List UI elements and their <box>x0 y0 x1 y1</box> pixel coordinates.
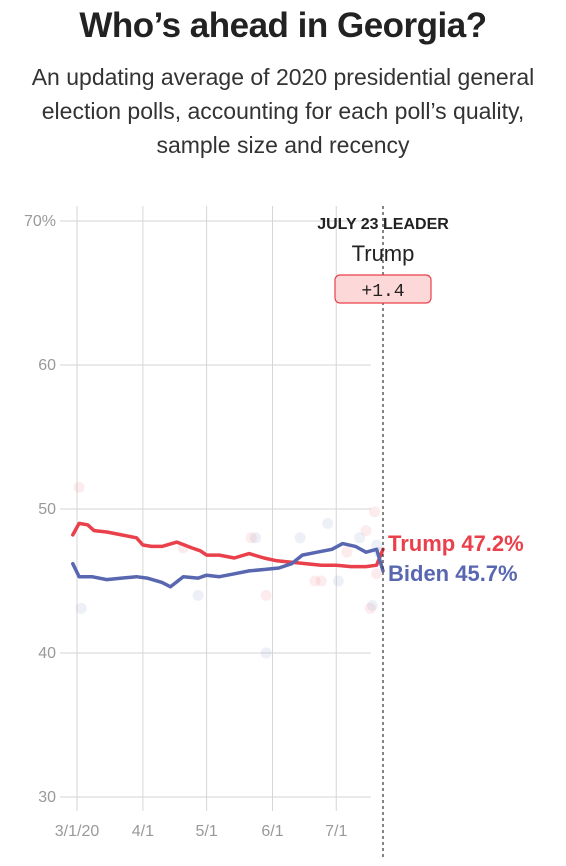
x-tick-label: 3/1/20 <box>55 823 100 840</box>
poll-dot <box>250 532 261 544</box>
y-tick-label: 60 <box>38 357 56 374</box>
poll-dot <box>75 602 87 614</box>
poll-dot <box>315 575 327 587</box>
poll-dot <box>309 575 321 587</box>
y-axis-ticks: 70% 60 50 40 30 <box>24 213 56 806</box>
poll-dot <box>260 647 272 659</box>
x-axis-ticks: 3/1/20 4/1 5/1 6/1 7/1 <box>55 823 348 840</box>
leader-heading: JULY 23 LEADER <box>317 216 449 233</box>
y-tick-label: 30 <box>38 789 56 806</box>
poll-dot <box>322 517 334 529</box>
x-tick-label: 4/1 <box>132 823 154 840</box>
poll-dot <box>341 546 353 558</box>
poll-dot <box>245 532 257 544</box>
y-tick-label: 40 <box>38 645 56 662</box>
poll-dot <box>192 589 204 601</box>
y-tick-label: 50 <box>38 501 56 518</box>
poll-dot <box>260 589 272 601</box>
poll-dot <box>371 568 383 580</box>
x-tick-label: 7/1 <box>325 823 347 840</box>
x-tick-label: 5/1 <box>196 823 218 840</box>
trump-average-line <box>71 521 385 569</box>
average-lines <box>71 521 385 589</box>
leader-name: Trump <box>352 241 415 266</box>
y-tick-label: 70% <box>24 213 56 230</box>
poll-dot <box>294 532 306 544</box>
poll-dot <box>332 575 344 587</box>
poll-dot <box>360 525 372 537</box>
chart-subtitle: An updating average of 2020 presidential… <box>31 64 535 158</box>
trump-end-label: Trump 47.2% <box>388 531 524 556</box>
poll-dot <box>73 481 85 493</box>
biden-average-line <box>71 541 385 589</box>
x-tick-label: 6/1 <box>261 823 283 840</box>
biden-end-label: Biden 45.7% <box>388 561 518 586</box>
gridlines <box>60 206 371 811</box>
poll-dot <box>371 539 383 551</box>
chart-title: Who’s ahead in Georgia? <box>79 6 487 45</box>
poll-dot <box>366 599 378 611</box>
poll-dot <box>354 532 366 544</box>
leader-annotation: JULY 23 LEADER Trump +1.4 <box>317 216 449 304</box>
poll-dots <box>73 481 385 659</box>
poll-dot <box>364 602 376 614</box>
leader-margin: +1.4 <box>361 282 404 302</box>
poll-dot <box>369 506 380 518</box>
leader-margin-box <box>334 274 432 304</box>
